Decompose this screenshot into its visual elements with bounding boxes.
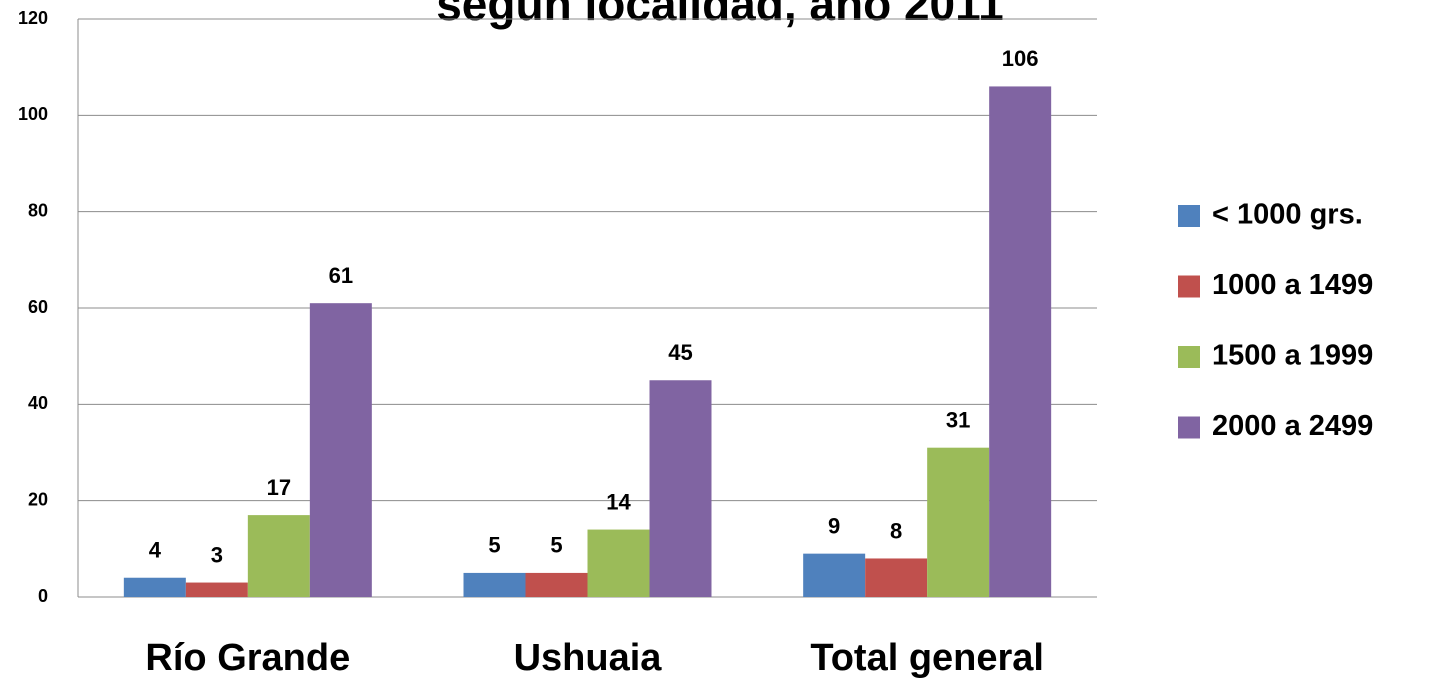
y-tick-label: 40: [28, 393, 48, 413]
chart-title: según localidad, año 2011: [436, 0, 1004, 30]
legend-label: 1500 a 1999: [1212, 340, 1373, 372]
data-label: 17: [267, 475, 291, 500]
y-tick-label: 100: [18, 104, 48, 124]
data-label: 106: [1002, 46, 1039, 71]
data-label: 8: [890, 518, 902, 543]
legend-label: 2000 a 2499: [1212, 410, 1373, 442]
bar: [865, 558, 928, 597]
y-tick-label: 0: [38, 586, 48, 606]
y-tick-label: 20: [28, 489, 48, 509]
data-label: 4: [149, 538, 162, 563]
bar: [649, 380, 712, 597]
bar: [989, 86, 1052, 597]
data-label: 45: [668, 340, 692, 365]
legend-swatch: [1178, 275, 1200, 298]
y-tick-label: 120: [18, 8, 48, 28]
data-label: 5: [488, 533, 500, 558]
data-label: 61: [329, 263, 353, 288]
data-label: 9: [828, 513, 840, 538]
legend-swatch: [1178, 416, 1200, 439]
data-label: 31: [946, 407, 970, 432]
data-label: 3: [211, 542, 223, 567]
bar: [587, 529, 650, 597]
bar: [123, 577, 186, 597]
legend-swatch: [1178, 346, 1200, 368]
legend-label: < 1000 grs.: [1212, 199, 1363, 231]
bar: [525, 572, 588, 597]
bar: [185, 582, 248, 597]
bar: [309, 303, 372, 597]
bar: [927, 447, 990, 597]
data-label: 5: [550, 533, 562, 558]
x-tick-label: Total general: [810, 637, 1044, 679]
y-tick-label: 60: [28, 297, 48, 317]
x-tick-label: Río Grande: [145, 637, 350, 679]
y-tick-label: 80: [28, 200, 48, 220]
data-label: 14: [606, 489, 631, 514]
bar: [463, 572, 526, 597]
x-tick-label: Ushuaia: [514, 637, 663, 679]
bar: [247, 515, 310, 597]
bar: [803, 553, 866, 597]
legend-swatch: [1178, 205, 1200, 227]
legend-label: 1000 a 1499: [1212, 269, 1373, 301]
